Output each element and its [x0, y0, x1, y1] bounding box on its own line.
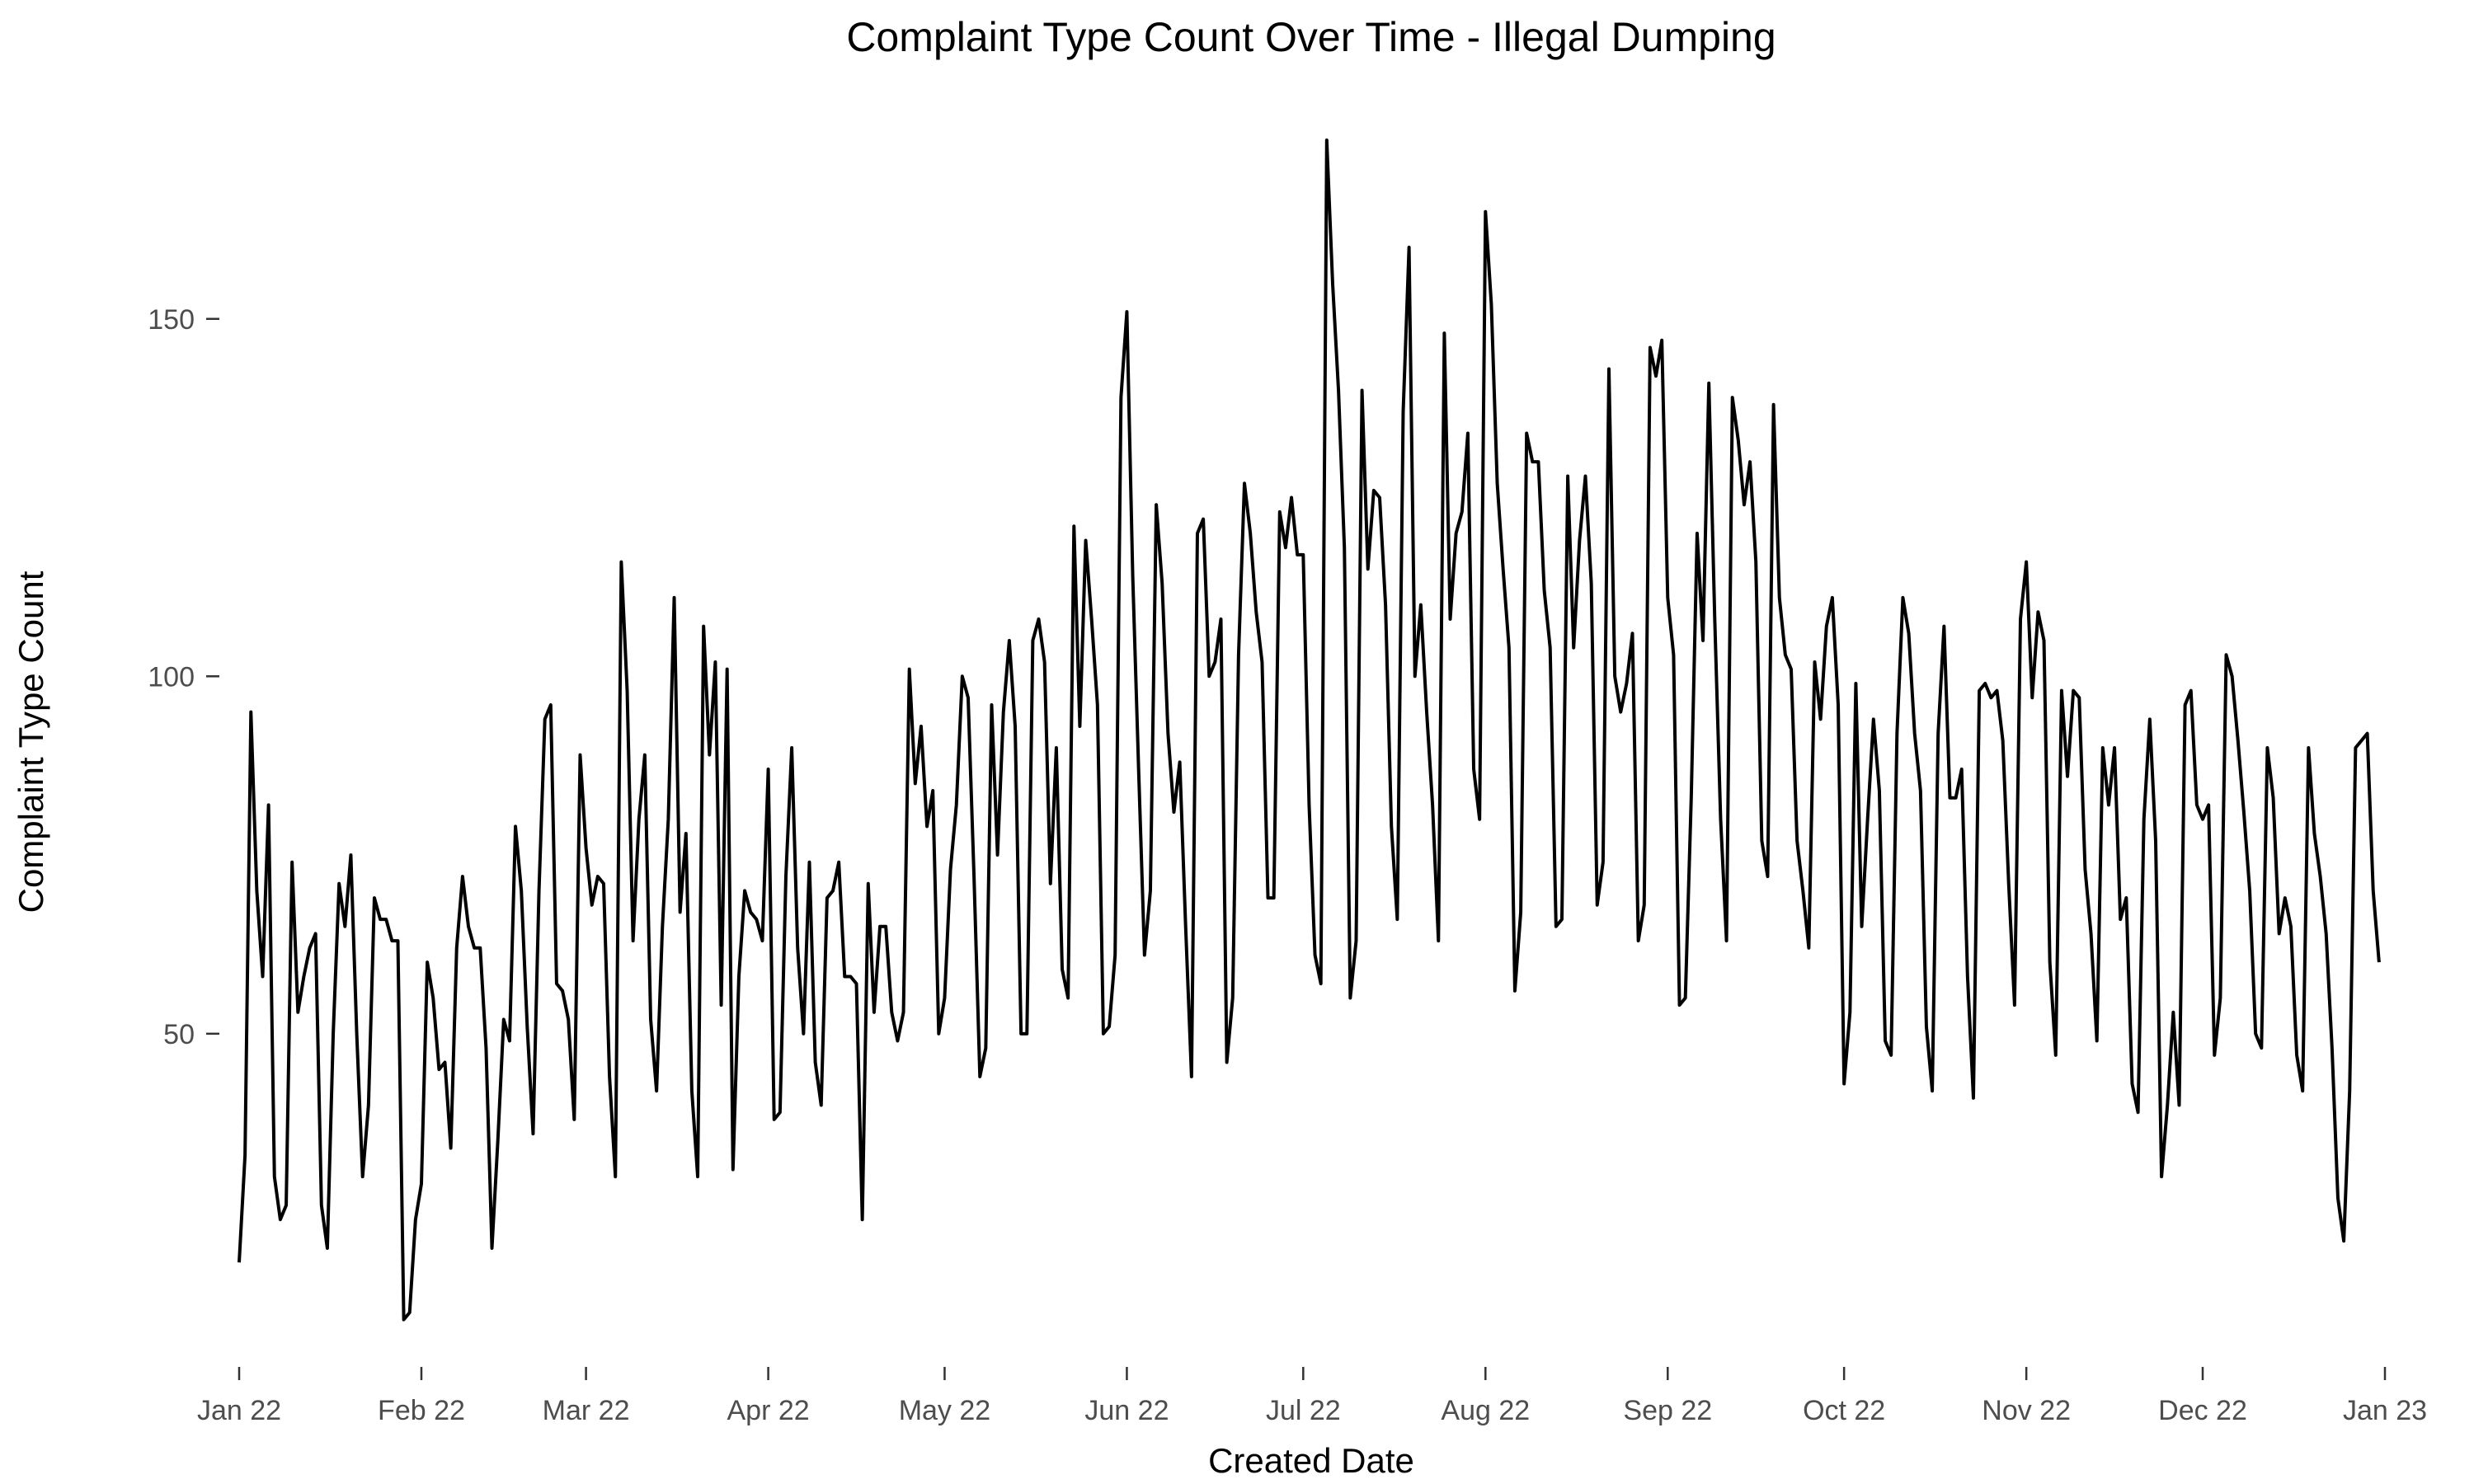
y-tick-label: 150	[148, 304, 195, 336]
x-axis: Jan 22 Feb 22 Mar 22 Apr 22 May 22 Jun 22 Jul …	[197, 1367, 2427, 1426]
x-tick-label: Jun 22	[1084, 1395, 1169, 1426]
x-tick-label: Aug 22	[1441, 1395, 1530, 1426]
x-tick-label: Oct 22	[1803, 1395, 1885, 1426]
x-tick-label: Sep 22	[1623, 1395, 1712, 1426]
x-tick-label: Dec 22	[2158, 1395, 2247, 1426]
x-tick-label: Feb 22	[378, 1395, 465, 1426]
x-tick-label: Jan 22	[197, 1395, 281, 1426]
x-axis-label: Created Date	[1208, 1441, 1414, 1480]
x-tick-label: Nov 22	[1982, 1395, 2071, 1426]
y-tick-label: 50	[163, 1019, 195, 1050]
y-axis-label: Complaint Type Count	[12, 571, 50, 913]
x-tick-label: Jul 22	[1266, 1395, 1341, 1426]
x-tick-label: Jan 23	[2343, 1395, 2427, 1426]
x-tick-label: Mar 22	[543, 1395, 630, 1426]
y-axis: 50 100 150	[148, 304, 219, 1050]
chart-title: Complaint Type Count Over Time - Illegal…	[846, 14, 1776, 60]
y-tick-label: 100	[148, 661, 195, 693]
x-tick-label: Apr 22	[727, 1395, 809, 1426]
series-line	[238, 139, 2381, 1322]
x-tick-label: May 22	[899, 1395, 991, 1426]
